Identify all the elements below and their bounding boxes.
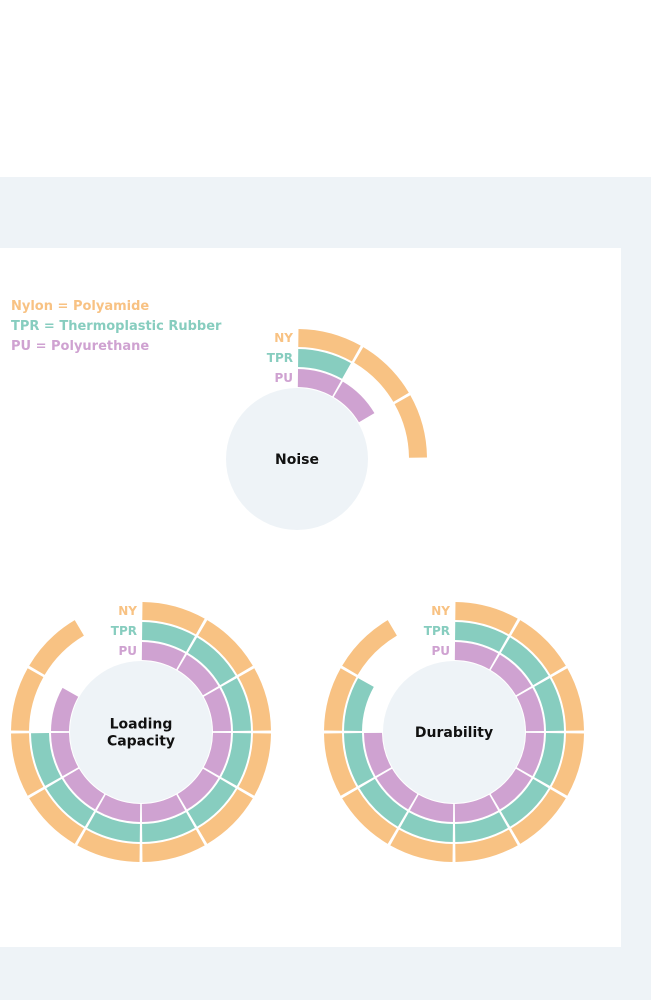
segment-tpr [31,733,61,786]
ring-label-pu: PU [118,644,137,658]
segment-pu [177,654,219,696]
segment-ny [298,329,361,362]
segment-ny [77,829,140,862]
ring-label-tpr: TPR [111,624,137,638]
segment-tpr [344,678,374,731]
segment-pu [177,768,219,810]
segment-tpr [359,778,408,827]
segment-ny [198,620,253,675]
segment-ny [324,668,357,731]
segment-ny [390,829,453,862]
segment-pu [516,687,544,732]
segment-tpr [221,733,251,786]
segment-pu [51,687,79,732]
chart-title: Noise [275,452,319,468]
segment-ny [29,620,84,675]
segment-ny [238,668,271,731]
legend-item-pu: PU = Polyurethane [11,339,150,354]
segment-tpr [455,622,508,652]
segment-ny [342,789,397,844]
chart-noise: PU TPR NY Noise [226,329,427,530]
segment-pu [409,794,454,822]
legend-item-tpr: TPR = Thermoplastic Rubber [11,319,222,334]
segment-pu [203,732,231,777]
segment-pu [490,654,532,696]
segment-ny [142,602,205,635]
segment-tpr [298,349,351,379]
segment-tpr [400,812,453,842]
segment-tpr [455,812,508,842]
segment-tpr [46,778,95,827]
segment-pu [96,794,141,822]
segment-ny [238,733,271,796]
ring-label-tpr: TPR [267,351,293,365]
segment-tpr [221,678,251,731]
segment-pu [364,732,392,777]
segment-tpr [534,678,564,731]
segment-pu [63,768,105,810]
segment-ny [11,733,44,796]
segment-ny [551,733,584,796]
segment-tpr [142,812,195,842]
segment-pu [51,732,79,777]
segment-pu [490,768,532,810]
segment-ny [29,789,84,844]
segment-ny [342,620,397,675]
segment-ny [455,829,518,862]
segment-tpr [87,812,140,842]
segment-pu [333,381,375,423]
segment-ny [394,395,427,458]
legend: Nylon = Polyamide TPR = Thermoplastic Ru… [11,297,221,357]
segment-pu [141,794,186,822]
segment-tpr [187,778,236,827]
center-disc [383,661,525,803]
segment-ny [142,829,205,862]
chart-durability: PU TPR NY Durability [324,602,584,862]
segment-tpr [142,622,195,652]
chart-title: Loading [110,717,173,733]
segment-pu [376,768,418,810]
legend-item-nylon: Nylon = Polyamide [11,299,150,314]
segment-ny [455,602,518,635]
segment-tpr [500,778,549,827]
ring-label-tpr: TPR [424,624,450,638]
segment-ny [324,733,357,796]
segment-ny [551,668,584,731]
ring-label-ny: NY [118,604,137,618]
segment-pu [203,687,231,732]
segment-ny [198,789,253,844]
segment-tpr [344,733,374,786]
segment-ny [511,620,566,675]
segment-pu [297,369,342,397]
ring-label-pu: PU [431,644,450,658]
segment-pu [516,732,544,777]
chart-title: Durability [415,725,493,741]
segment-ny [11,668,44,731]
ring-label-ny: NY [431,604,450,618]
center-disc [226,388,368,530]
ring-label-pu: PU [274,371,293,385]
segment-pu [141,642,186,670]
center-disc [70,661,212,803]
segment-ny [511,789,566,844]
segment-tpr [500,637,549,686]
chart-title: Capacity [107,734,175,750]
segment-pu [454,794,499,822]
segment-tpr [534,733,564,786]
ring-label-ny: NY [274,331,293,345]
segment-ny [354,347,409,402]
segment-pu [454,642,499,670]
segment-tpr [187,637,236,686]
